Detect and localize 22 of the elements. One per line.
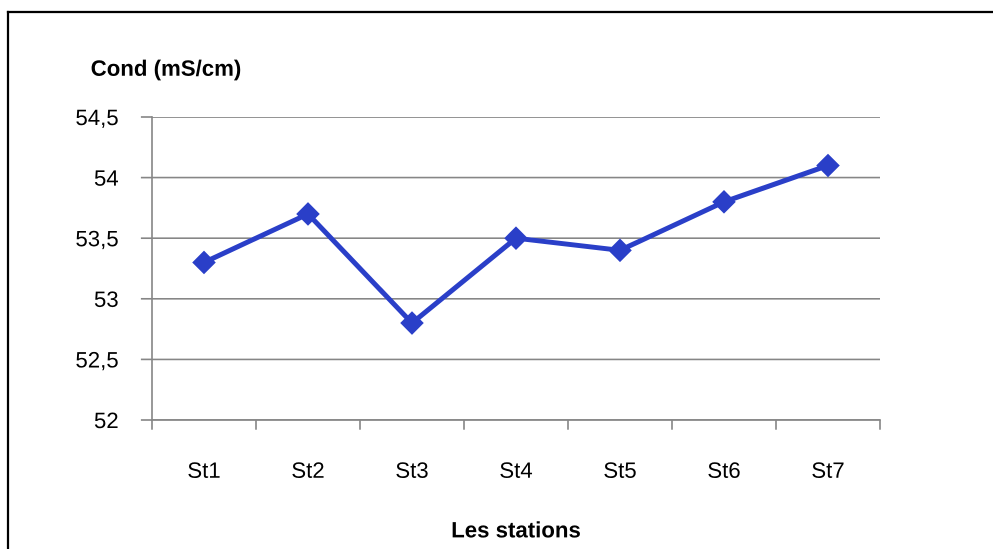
x-tick-label: St1	[188, 462, 220, 478]
point	[296, 202, 320, 226]
point	[400, 312, 424, 335]
y-axis-title: Cond (mS/cm)	[92, 60, 240, 80]
x-tick-label: St4	[500, 462, 532, 478]
y-tick-label: 52,5	[76, 352, 118, 370]
y-tick-label: 54	[94, 170, 118, 186]
x-tick-label: St2	[292, 462, 324, 478]
y-tick-label: 53	[94, 291, 118, 308]
x-tick-label: St7	[812, 462, 844, 478]
y-tick-label: 52	[94, 412, 118, 428]
point	[504, 226, 528, 250]
point	[192, 250, 216, 274]
point	[712, 190, 736, 214]
point	[816, 154, 840, 177]
x-tick-label: St6	[708, 462, 740, 478]
x-axis-title: Les stations	[452, 521, 580, 538]
x-tick-label: St3	[396, 462, 428, 478]
x-tick-label: St5	[604, 462, 636, 478]
y-tick-label: 54,5	[76, 110, 118, 128]
y-tick-label: 53,5	[76, 230, 118, 250]
point	[608, 238, 632, 262]
